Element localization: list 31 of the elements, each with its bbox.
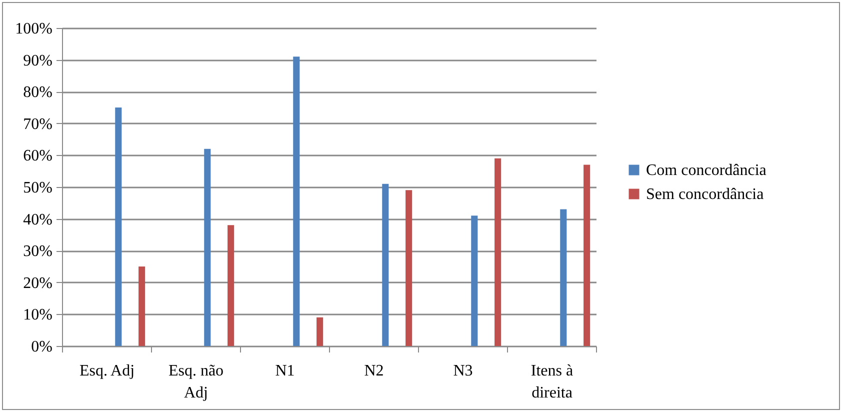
y-tick-label: 100% (15, 20, 52, 38)
y-tick-label: 30% (23, 243, 52, 260)
bar (204, 148, 211, 346)
bar (560, 209, 567, 346)
x-tick-label: N3 (453, 362, 473, 380)
x-tick-label: N1 (275, 362, 295, 380)
bar (471, 216, 478, 346)
x-tick-label: Itens à direita (530, 362, 574, 402)
bar (138, 266, 146, 346)
bar (228, 225, 234, 346)
bar (293, 56, 300, 346)
y-tick-label: 20% (23, 274, 52, 292)
y-tick-label: 40% (23, 211, 52, 228)
bar (316, 317, 324, 346)
bar (382, 184, 389, 346)
y-tick-label: 70% (23, 116, 52, 133)
y-tick-label: 50% (23, 180, 52, 196)
legend-label: Sem concordância (646, 186, 764, 203)
y-tick-label: 80% (23, 84, 52, 102)
y-tick-label: 10% (23, 306, 52, 324)
bar (494, 158, 502, 346)
y-tick-label: 60% (23, 148, 52, 165)
bar (406, 190, 412, 346)
bar (115, 108, 122, 346)
y-tick-label: 90% (23, 52, 52, 70)
x-tick-label: N2 (364, 362, 384, 380)
bar (584, 164, 590, 346)
x-tick-label: Esq. não Adj (168, 362, 224, 402)
legend-label: Com concordância (646, 162, 766, 179)
x-tick-label: Esq. Adj (79, 362, 135, 380)
y-tick-label: 0% (31, 338, 52, 356)
